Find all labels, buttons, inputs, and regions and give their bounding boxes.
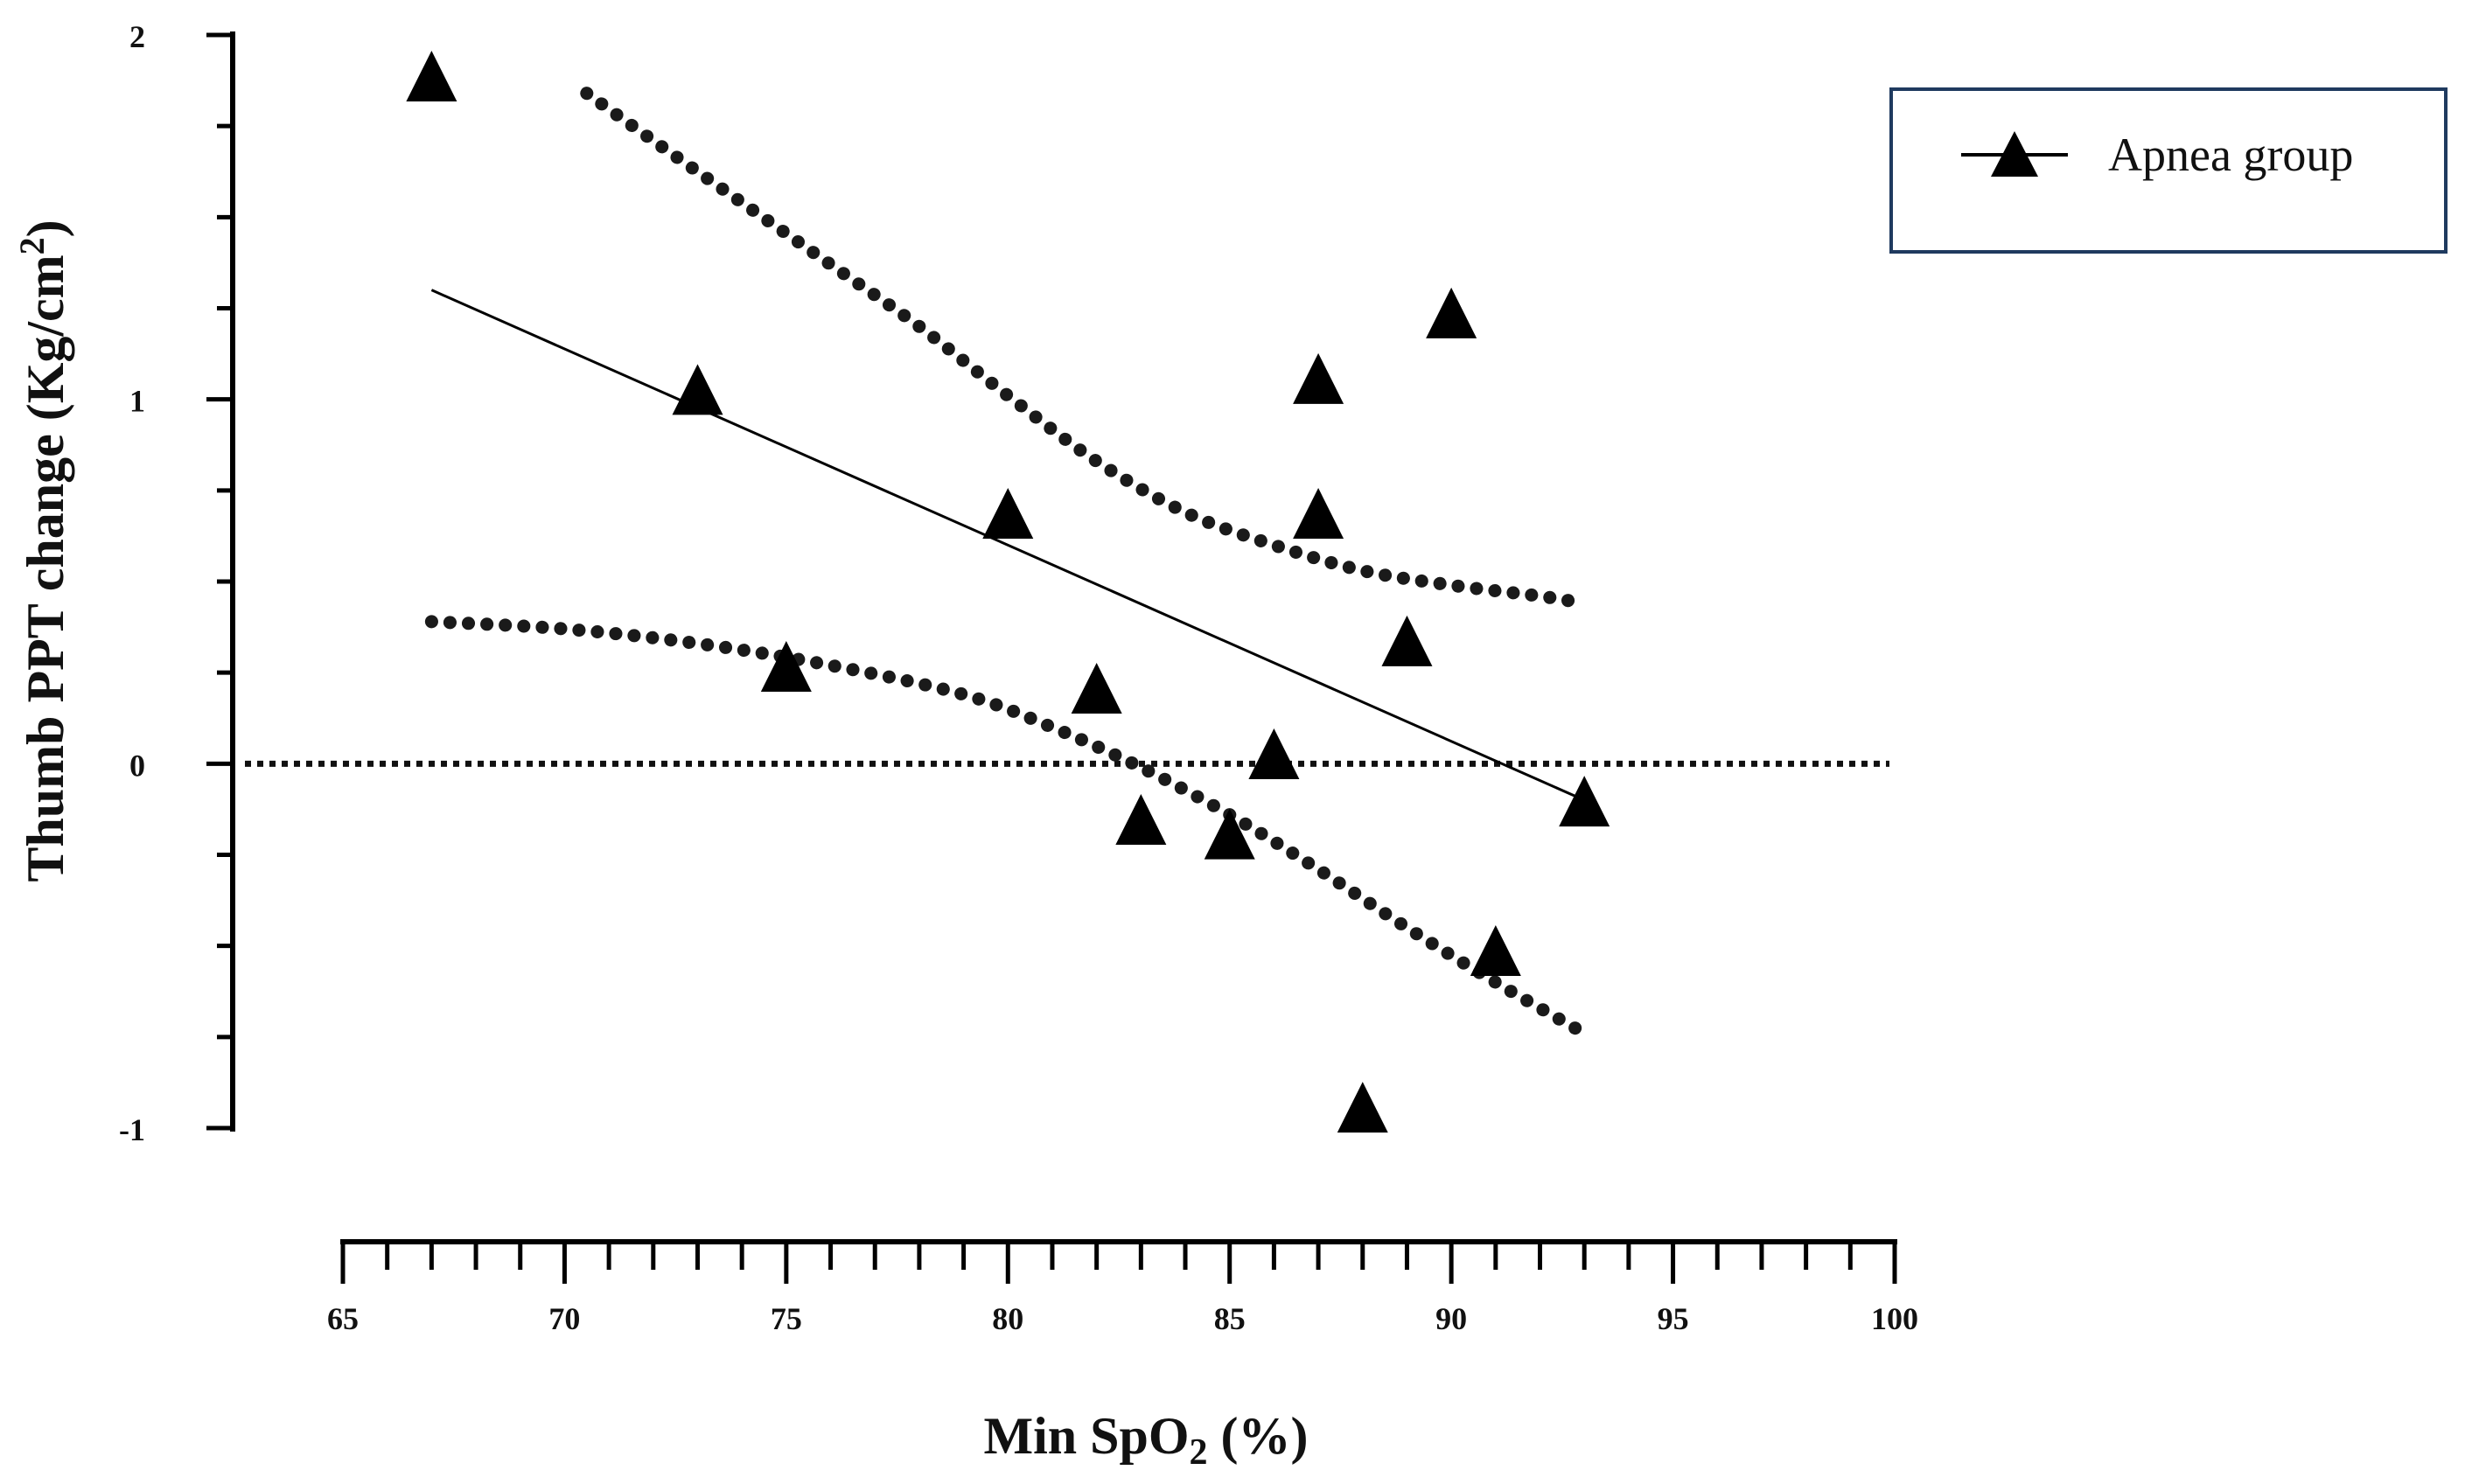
data-points-layer bbox=[406, 51, 1610, 1133]
x-tick-label: 65 bbox=[327, 1301, 359, 1336]
y-tick-label: 0 bbox=[129, 748, 145, 783]
y-tick-label: 2 bbox=[129, 19, 145, 54]
legend-label: Apnea group bbox=[2108, 129, 2353, 181]
x-tick-label: 75 bbox=[771, 1301, 802, 1336]
data-point-triangle bbox=[1337, 1082, 1388, 1133]
data-point-triangle bbox=[1381, 615, 1433, 666]
data-point-triangle bbox=[982, 488, 1034, 539]
data-point-triangle bbox=[1470, 925, 1521, 976]
x-axis-title: Min SpO2 (%) bbox=[983, 1407, 1308, 1473]
x-tick-label: 80 bbox=[992, 1301, 1023, 1336]
data-point-triangle bbox=[406, 51, 457, 101]
x-tick-label: 85 bbox=[1214, 1301, 1246, 1336]
lower-confidence-curve bbox=[424, 615, 1591, 1041]
data-point-triangle bbox=[1115, 794, 1167, 845]
x-tick-label: 100 bbox=[1871, 1301, 1918, 1336]
data-point-triangle bbox=[672, 364, 723, 415]
legend-box bbox=[1889, 87, 2448, 254]
data-point-triangle bbox=[1426, 287, 1477, 338]
y-tick-label: 1 bbox=[129, 384, 145, 419]
x-tick-label: 90 bbox=[1435, 1301, 1467, 1336]
regression-line bbox=[430, 289, 1585, 802]
data-point-triangle bbox=[1559, 776, 1610, 827]
axes-layer: -1 0 1 2 65 70 75 80 85 90 95 100 bbox=[119, 19, 1918, 1336]
upper-confidence-curve bbox=[580, 87, 1591, 610]
legend-triangle-icon bbox=[1991, 131, 2038, 177]
data-point-triangle bbox=[760, 641, 812, 692]
data-point-triangle bbox=[1071, 663, 1122, 714]
y-axis-title: Thumb PPT change (Kg/cm2) bbox=[12, 219, 74, 881]
legend: Apnea group bbox=[1889, 87, 2448, 254]
x-tick-label: 95 bbox=[1658, 1301, 1689, 1336]
data-point-triangle bbox=[1293, 488, 1344, 539]
data-point-triangle bbox=[1248, 728, 1300, 779]
confidence-band-layer bbox=[424, 87, 1591, 1041]
data-point-triangle bbox=[1204, 808, 1255, 860]
x-tick-label: 70 bbox=[548, 1301, 580, 1336]
data-point-triangle bbox=[1293, 352, 1344, 404]
regression-line-layer bbox=[430, 289, 1585, 802]
y-tick-label: -1 bbox=[119, 1112, 145, 1147]
